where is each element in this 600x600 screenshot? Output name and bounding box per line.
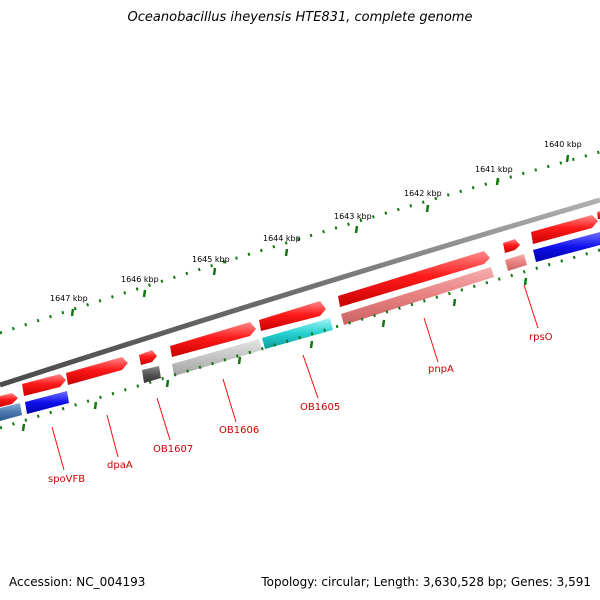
inner-scale-track bbox=[0, 248, 600, 430]
gene-forward bbox=[66, 357, 128, 385]
scale-label-1644: 1644 kbp bbox=[263, 234, 301, 243]
gene-forward bbox=[0, 393, 18, 407]
scale-label-1646: 1646 kbp bbox=[121, 275, 159, 284]
gene-label-dpaA: dpaA bbox=[107, 460, 133, 471]
genome-summary-text: Topology: circular; Length: 3,630,528 bp… bbox=[261, 575, 591, 589]
gene-feature-blue bbox=[533, 232, 600, 262]
gene-feature-dark bbox=[142, 366, 161, 383]
gene-forward bbox=[170, 322, 256, 357]
gene-label-OB1605: OB1605 bbox=[300, 402, 340, 413]
gene-feature-steel bbox=[0, 403, 22, 421]
gene-label-OB1607: OB1607 bbox=[153, 444, 193, 455]
gene-forward bbox=[259, 301, 326, 331]
gene-feature-pink bbox=[505, 254, 527, 271]
feature-genes bbox=[0, 232, 600, 421]
scale-label-1642: 1642 kbp bbox=[404, 189, 442, 198]
gene-label-rpsO: rpsO bbox=[529, 332, 553, 343]
gene-label-pnpA: pnpA bbox=[428, 364, 454, 375]
scale-label-1645: 1645 kbp bbox=[192, 255, 230, 264]
scale-label-1641: 1641 kbp bbox=[475, 165, 513, 174]
scale-label-1640: 1640 kbp bbox=[544, 140, 582, 149]
scale-label-1643: 1643 kbp bbox=[334, 212, 372, 221]
gene-label-spoVFB: spoVFB bbox=[48, 474, 85, 485]
accession-text: Accession: NC_004193 bbox=[9, 575, 146, 589]
gene-forward bbox=[597, 211, 600, 219]
gene-label-OB1606: OB1606 bbox=[219, 425, 259, 436]
gene-forward bbox=[503, 239, 520, 253]
map-title: Oceanobacillus iheyensis HTE831, complet… bbox=[127, 10, 473, 25]
inner-major-ticks bbox=[21, 277, 528, 432]
genome-backbone bbox=[0, 197, 600, 388]
gene-forward bbox=[531, 215, 598, 244]
outer-major-ticks bbox=[70, 154, 570, 317]
gene-feature-pink bbox=[341, 267, 494, 325]
label-leaders bbox=[51, 284, 539, 471]
gene-feature-blue bbox=[25, 391, 69, 414]
gene-feature-gray bbox=[172, 339, 262, 376]
gene-forward bbox=[139, 350, 157, 365]
gene-forward bbox=[22, 374, 66, 396]
scale-label-1647: 1647 kbp bbox=[50, 294, 88, 303]
gene-feature-cyan bbox=[262, 318, 333, 349]
gene-forward bbox=[338, 251, 490, 307]
forward-genes bbox=[0, 211, 600, 407]
